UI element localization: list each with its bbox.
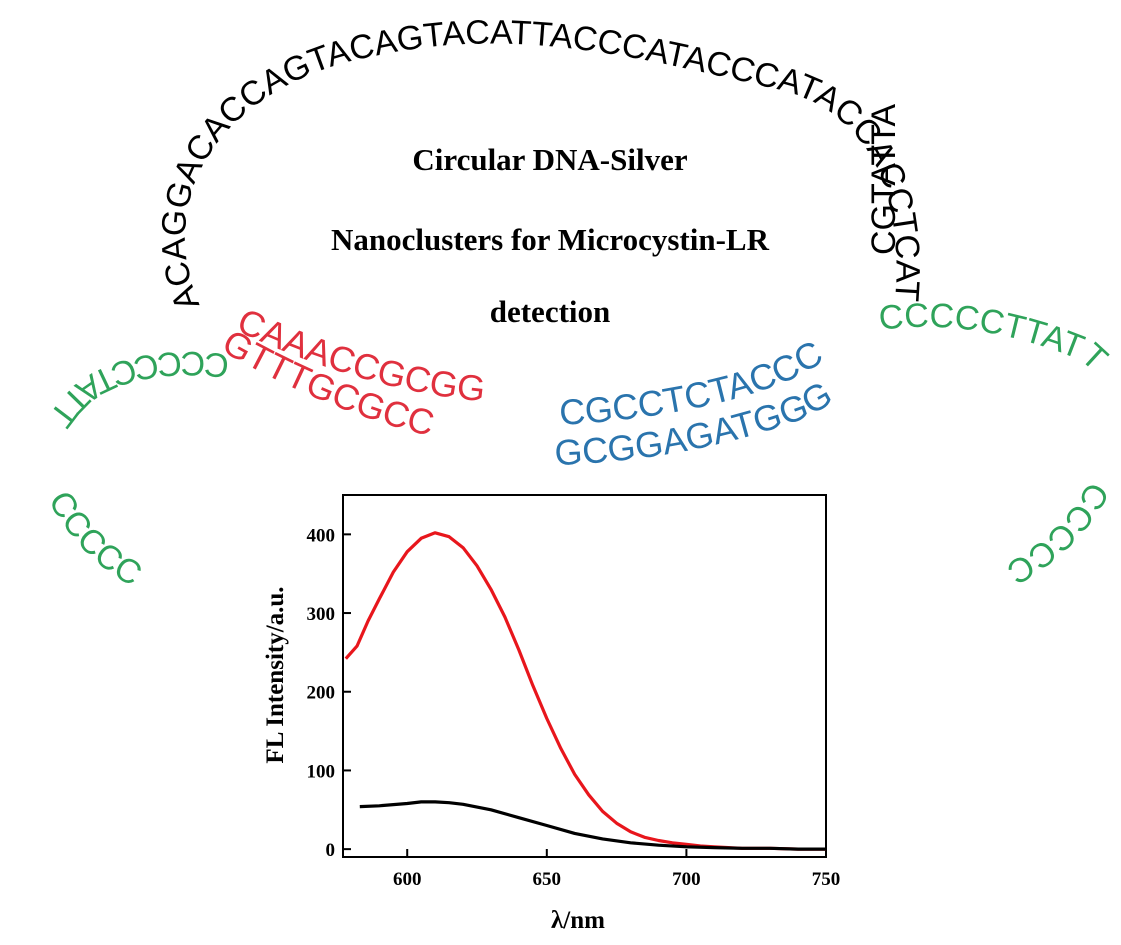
- x-axis-label: λ/nm: [551, 907, 605, 934]
- y-tick-label: 0: [326, 840, 336, 861]
- series-line-black: [359, 800, 826, 851]
- chart-series: [344, 531, 826, 851]
- title-line-2: Nanoclusters for Microcystin-LR: [331, 222, 769, 257]
- title-line-1: Circular DNA-Silver: [412, 142, 688, 177]
- x-tick-label: 750: [812, 869, 841, 890]
- x-tick-label: 650: [533, 869, 562, 890]
- y-tick-label: 300: [307, 604, 336, 625]
- chart-axes: 600 650 700 750 0 100 200 300 400: [307, 494, 841, 890]
- y-axis-label: FL Intensity/a.u.: [262, 586, 289, 763]
- title-line-3: detection: [489, 294, 611, 329]
- y-tick-label: 100: [307, 761, 336, 782]
- y-tick-label: 200: [307, 683, 336, 704]
- dna-loop-tail: CGTATTA: [865, 104, 903, 255]
- x-tick-label: 700: [672, 869, 701, 890]
- x-tick-label: 600: [393, 869, 422, 890]
- y-tick-label: 400: [307, 525, 336, 546]
- plot-frame: [342, 494, 827, 858]
- chart-labels: λ/nm FL Intensity/a.u.: [262, 586, 605, 934]
